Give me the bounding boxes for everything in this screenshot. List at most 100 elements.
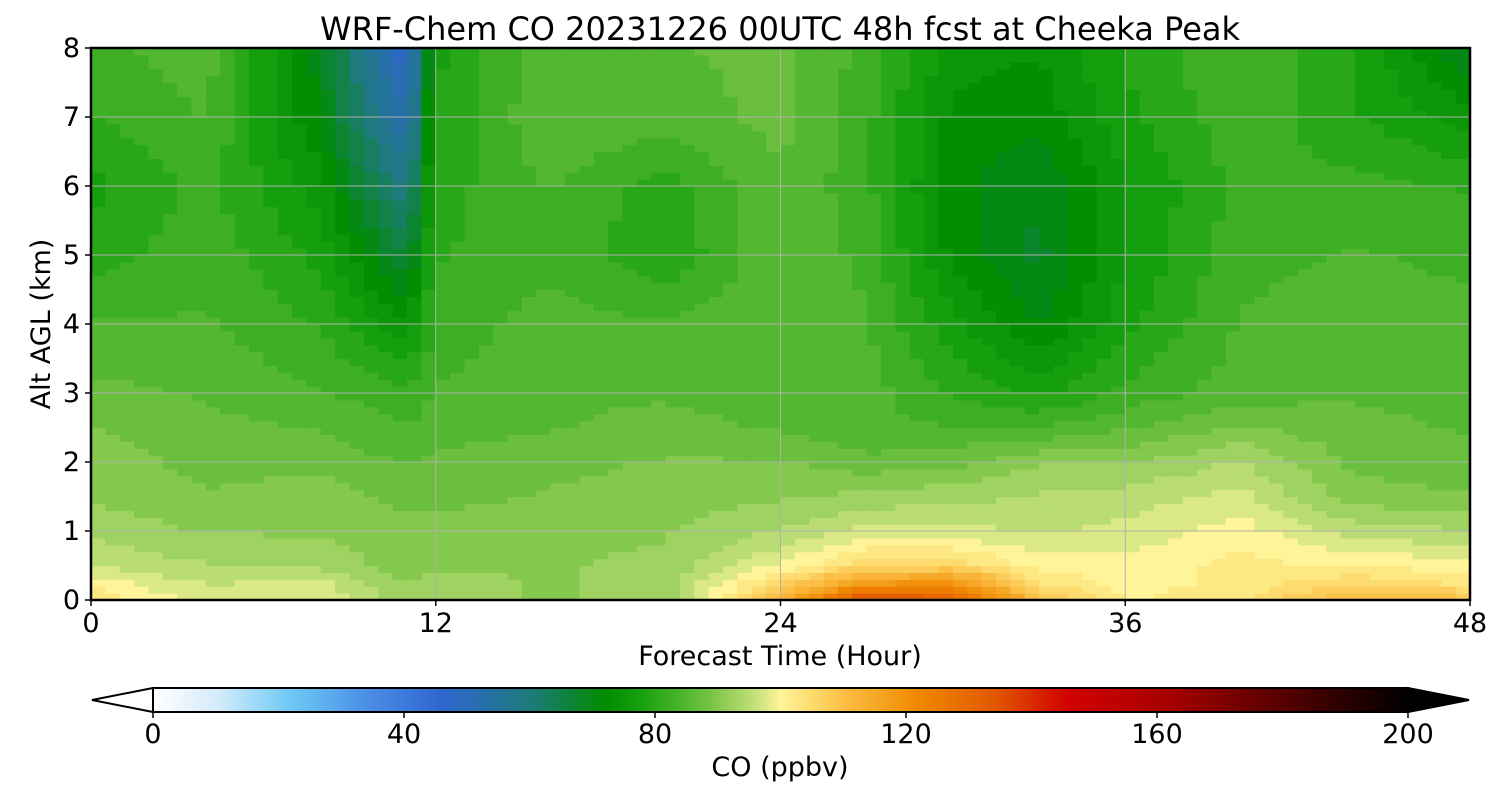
heatmap-cell [335,110,351,118]
heatmap-cell [651,586,667,594]
heatmap-cell [191,427,207,435]
heatmap-cell [565,427,580,435]
heatmap-cell [435,441,451,449]
heatmap-cell [967,255,983,263]
heatmap-cell [521,379,537,387]
heatmap-cell [809,186,825,194]
heatmap-cell [277,227,293,235]
heatmap-cell [608,420,624,429]
heatmap-cell [450,130,466,139]
heatmap-cell [565,399,580,408]
heatmap-cell [277,89,293,97]
heatmap-cell [794,165,810,173]
heatmap-cell [809,289,825,297]
heatmap-cell [378,572,394,580]
heatmap-cell [363,68,379,77]
heatmap-cell [91,406,106,415]
heatmap-cell [737,282,753,291]
heatmap-cell [636,572,652,580]
heatmap-cell [464,427,480,435]
heatmap-cell [292,372,308,380]
heatmap-cell [277,558,293,567]
heatmap-cell [507,427,523,435]
heatmap-cell [134,220,150,228]
heatmap-cell [363,448,379,456]
heatmap-cell [837,489,853,498]
heatmap-cell [292,503,308,511]
heatmap-cell [306,337,322,346]
heatmap-cell [622,82,638,90]
heatmap-cell [162,123,178,132]
heatmap-cell [579,54,595,63]
heatmap-cell [450,399,466,408]
heatmap-cell [435,96,451,104]
heatmap-cell [837,89,853,97]
heatmap-cell [723,213,738,222]
heatmap-cell [349,551,365,560]
heatmap-cell [924,551,940,560]
heatmap-cell [866,110,882,118]
heatmap-cell [392,61,408,70]
heatmap-cell [665,572,681,580]
heatmap-cell [335,248,351,256]
heatmap-cell [493,344,509,353]
heatmap-cell [148,158,164,166]
heatmap-cell [924,130,940,139]
heatmap-cell [421,413,437,422]
heatmap-cell [119,593,135,600]
heatmap-cell [234,372,250,380]
heatmap-cell [220,103,236,111]
heatmap-cell [407,96,422,104]
heatmap-cell [924,117,940,125]
heatmap-cell [967,199,983,208]
heatmap-cell [837,399,853,408]
heatmap-cell [837,496,853,504]
heatmap-cell [708,255,724,263]
heatmap-cell [521,213,537,222]
heatmap-cell [723,130,738,139]
heatmap-cell [708,241,724,249]
heatmap-cell [981,517,997,525]
heatmap-cell [464,379,480,387]
heatmap-cell [823,82,839,90]
heatmap-cell [967,192,983,201]
heatmap-cell [162,344,178,353]
heatmap-cell [177,289,193,297]
heatmap-cell [751,531,767,539]
heatmap-cell [622,462,638,470]
heatmap-cell [450,579,466,587]
heatmap-cell [952,123,968,132]
heatmap-cell [737,503,753,511]
heatmap-cell [191,441,207,449]
heatmap-cell [636,337,652,346]
heatmap-cell [148,144,164,153]
heatmap-cell [249,255,264,263]
heatmap-cell [177,213,193,222]
heatmap-cell [205,261,221,270]
heatmap-cell [751,68,767,77]
heatmap-cell [249,151,264,159]
heatmap-cell [277,455,293,463]
heatmap-cell [249,489,264,498]
heatmap-cell [162,310,178,318]
heatmap-cell [881,68,897,77]
heatmap-cell [91,551,106,560]
heatmap-cell [363,455,379,463]
heatmap-cell [162,517,178,525]
heatmap-cell [191,282,207,291]
heatmap-cell [593,213,609,222]
heatmap-cell [823,531,839,539]
heatmap-cell [550,524,566,532]
heatmap-cell [378,248,394,256]
heatmap-cell [191,365,207,373]
heatmap-cell [651,192,667,201]
heatmap-cell [521,130,537,139]
heatmap-cell [478,372,494,380]
heatmap-cell [952,558,968,567]
heatmap-cell [191,227,207,235]
heatmap-cell [378,351,394,360]
heatmap-cell [881,172,897,180]
heatmap-cell [536,130,552,139]
heatmap-cell [694,151,710,159]
heatmap-cell [134,206,150,215]
